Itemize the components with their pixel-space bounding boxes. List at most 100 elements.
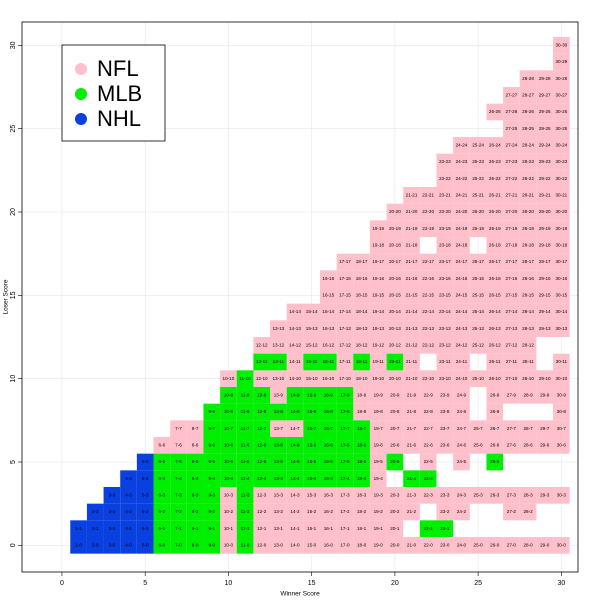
tile (419, 220, 437, 237)
tile (453, 170, 470, 187)
tile (303, 470, 320, 487)
tile (553, 220, 570, 237)
tile (403, 187, 420, 204)
tile (553, 153, 570, 171)
tile (436, 153, 454, 171)
tile (303, 520, 320, 537)
tile (553, 87, 570, 104)
tile (369, 437, 387, 454)
tile-label: 24-24 (456, 143, 468, 148)
tile (386, 387, 404, 404)
y-tick-label: 5 (10, 460, 17, 464)
tile-label: 23-21 (439, 193, 451, 198)
tile (403, 203, 420, 221)
tile (120, 503, 137, 521)
tile-label: 17-4 (340, 476, 350, 481)
tile-label: 23-0 (440, 543, 450, 548)
tile-label: 29-23 (539, 159, 551, 164)
tile (186, 520, 204, 537)
tile (153, 470, 171, 487)
tile-label: 18-11 (356, 359, 368, 364)
tile (486, 303, 504, 321)
tile-label: 25-6 (474, 443, 484, 448)
tile-label: 20-3 (390, 493, 400, 498)
tile-label: 18-3 (357, 493, 367, 498)
tile-label: 11-3 (241, 493, 250, 498)
tile-label: 7-6 (175, 443, 182, 448)
tile-label: 17-12 (339, 343, 351, 348)
tile (403, 270, 420, 287)
tile-label: 18-1 (357, 526, 367, 531)
tile-label: 21-18 (406, 243, 418, 248)
tile (553, 537, 570, 554)
tile (136, 503, 154, 521)
tile (286, 353, 304, 371)
tile-label: 30-30 (555, 43, 567, 48)
tile-label: 20-7 (390, 426, 400, 431)
tile (203, 537, 221, 554)
tile (469, 270, 487, 287)
tile-label: 24-7 (457, 426, 467, 431)
tile (386, 420, 404, 437)
tile-label: 23-23 (439, 159, 451, 164)
tile (486, 337, 504, 354)
tile-label: 25-10 (472, 376, 484, 381)
tile (503, 337, 520, 354)
tile (336, 487, 354, 504)
tile (453, 237, 470, 254)
tile-label: 22-9 (424, 393, 434, 398)
tile (503, 120, 520, 137)
tile (319, 487, 337, 504)
tile (220, 403, 237, 421)
tile (419, 487, 437, 504)
tile-label: 27-14 (506, 309, 518, 314)
tile-label: 13-7 (274, 426, 284, 431)
tile (469, 487, 487, 504)
tile-label: 28-6 (523, 443, 533, 448)
tile-label: 6-4 (159, 476, 166, 481)
tile-label: 30-6 (557, 443, 567, 448)
tile (303, 370, 320, 387)
tile-label: 23-12 (439, 343, 451, 348)
tile-label: 20-17 (389, 259, 401, 264)
tile-label: 29-14 (539, 309, 551, 314)
tile-label: 24-20 (456, 209, 468, 214)
tile-label: 26-21 (489, 193, 501, 198)
tile (386, 503, 404, 521)
tile-label: 3-0 (109, 543, 116, 548)
tile (553, 103, 570, 121)
tile-label: 26-11 (489, 359, 501, 364)
tile-label: 10-0 (224, 543, 234, 548)
tile-label: 13-3 (274, 493, 284, 498)
tile-label: 8-2 (192, 509, 199, 514)
tile (153, 537, 171, 554)
tile (469, 170, 487, 187)
tile (503, 370, 520, 387)
tile-label: 27-23 (506, 159, 518, 164)
x-tick-label: 30 (557, 580, 565, 587)
tile-label: 7-5 (175, 459, 182, 464)
tile (270, 503, 287, 521)
tile-label: 23-10 (439, 376, 451, 381)
tile (386, 287, 404, 304)
tile-label: 18-15 (356, 293, 368, 298)
tile-label: 9-3 (208, 493, 215, 498)
tile-label: 15-0 (307, 543, 317, 548)
tile (303, 453, 320, 471)
tile-label: 26-20 (489, 209, 501, 214)
tile (253, 337, 271, 354)
tile-label: 6-2 (159, 509, 166, 514)
tile (103, 503, 121, 521)
tile-label: 4-1 (125, 526, 132, 531)
tile (386, 270, 404, 287)
y-axis-title: Loser Score (3, 279, 10, 314)
tile-label: 15-2 (307, 509, 317, 514)
tile-label: 26-18 (489, 243, 501, 248)
tile-label: 13-6 (274, 443, 284, 448)
tile (486, 370, 504, 387)
tile (203, 437, 221, 454)
legend-label: NFL (97, 56, 139, 81)
tile (153, 503, 171, 521)
tile (386, 203, 404, 221)
